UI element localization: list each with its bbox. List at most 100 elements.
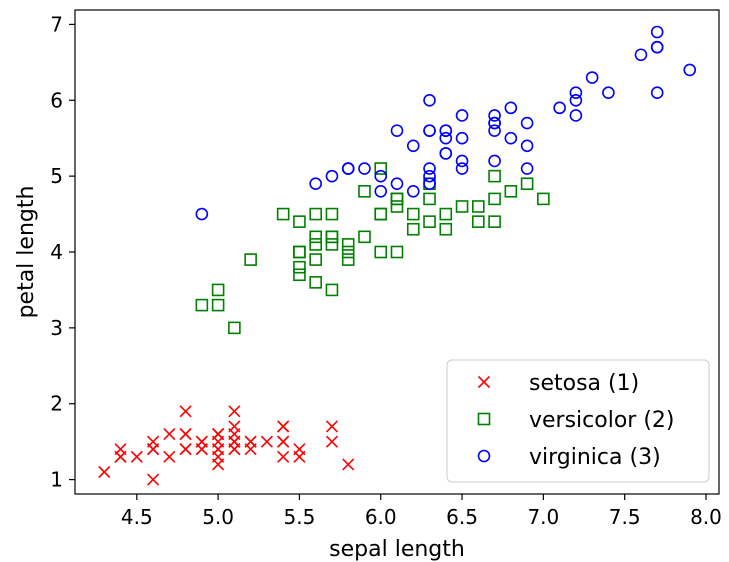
data-point — [342, 458, 355, 471]
data-point — [244, 435, 257, 448]
data-point — [569, 86, 583, 99]
data-point — [260, 435, 273, 448]
data-point — [553, 101, 566, 115]
data-point — [406, 207, 420, 221]
data-point — [650, 25, 664, 39]
data-point — [455, 131, 469, 145]
data-point — [341, 238, 355, 251]
data-point — [293, 245, 306, 259]
data-point — [423, 192, 436, 206]
data-point — [341, 245, 355, 259]
data-point — [325, 283, 339, 297]
data-point — [520, 162, 534, 175]
x-axis-ticks: 4.5 5.0 5.5 6.0 6.5 7.0 7.5 8.0 — [121, 494, 722, 529]
data-point — [341, 253, 355, 266]
series-0 — [98, 405, 355, 486]
y-tick-label: 7 — [50, 12, 63, 36]
data-point — [309, 253, 322, 266]
data-point — [277, 450, 290, 463]
data-point — [488, 154, 501, 168]
data-point — [520, 177, 534, 191]
y-tick-label: 6 — [50, 88, 63, 112]
data-point — [390, 192, 404, 206]
data-point — [390, 177, 404, 191]
data-point — [423, 162, 436, 175]
data-point — [374, 162, 388, 175]
data-point — [406, 185, 420, 198]
y-axis-ticks: 1 2 3 4 5 6 7 — [50, 12, 75, 492]
data-point — [520, 116, 534, 130]
data-point — [455, 162, 469, 175]
data-point — [439, 131, 453, 145]
legend-marker — [477, 375, 491, 389]
data-point — [423, 93, 436, 107]
x-tick-label: 8.0 — [690, 505, 722, 529]
data-point — [406, 222, 420, 236]
data-point — [179, 428, 192, 441]
data-point — [374, 185, 388, 198]
data-point — [406, 139, 420, 153]
data-point — [325, 420, 339, 433]
data-point — [634, 48, 648, 62]
data-point — [163, 450, 176, 463]
data-point — [455, 109, 469, 122]
data-point — [358, 185, 371, 198]
y-tick-label: 4 — [50, 240, 63, 264]
data-point — [309, 207, 322, 221]
data-point — [277, 435, 290, 448]
data-point — [114, 450, 127, 463]
data-point — [374, 207, 388, 221]
data-point — [276, 207, 290, 221]
data-point — [569, 93, 583, 107]
x-tick-label: 5.5 — [284, 505, 316, 529]
data-point — [179, 405, 192, 418]
data-point — [488, 215, 501, 228]
data-point — [212, 443, 225, 456]
data-point — [163, 428, 176, 441]
data-point — [293, 450, 306, 463]
data-point — [488, 124, 501, 137]
data-point — [325, 435, 339, 448]
data-point — [277, 420, 290, 433]
x-tick-label: 6.5 — [446, 505, 478, 529]
data-point — [325, 238, 339, 251]
data-point — [358, 162, 371, 175]
data-point — [472, 215, 485, 228]
data-point — [309, 238, 322, 251]
legend: setosa (1) versicolor (2) virginica (3) — [446, 359, 710, 483]
legend-label: virginica (3) — [529, 445, 661, 470]
data-point — [325, 207, 339, 221]
series-1 — [195, 162, 550, 335]
x-tick-label: 7.5 — [609, 505, 641, 529]
data-point — [537, 192, 550, 206]
data-point — [325, 230, 339, 244]
data-point — [390, 124, 404, 137]
data-point — [423, 177, 436, 191]
data-point — [488, 116, 501, 130]
x-tick-label: 7.0 — [527, 505, 559, 529]
data-point — [309, 230, 322, 244]
data-point — [423, 215, 436, 228]
data-point — [228, 321, 241, 335]
data-point — [358, 230, 371, 244]
data-point — [374, 245, 388, 259]
data-point — [504, 101, 518, 115]
data-point — [293, 260, 306, 274]
y-tick-label: 1 — [50, 468, 63, 492]
series-2 — [195, 25, 697, 221]
data-point — [374, 207, 388, 221]
data-point — [211, 298, 225, 312]
data-point — [309, 276, 322, 289]
data-point — [488, 109, 501, 122]
data-point — [390, 245, 404, 259]
y-tick-label: 2 — [50, 392, 63, 416]
data-point — [293, 215, 306, 228]
data-point — [683, 63, 697, 77]
data-point — [341, 162, 355, 175]
y-tick-label: 5 — [50, 164, 63, 188]
data-point — [293, 245, 306, 259]
data-points — [98, 25, 697, 486]
data-point — [439, 222, 453, 236]
data-point — [293, 268, 306, 282]
